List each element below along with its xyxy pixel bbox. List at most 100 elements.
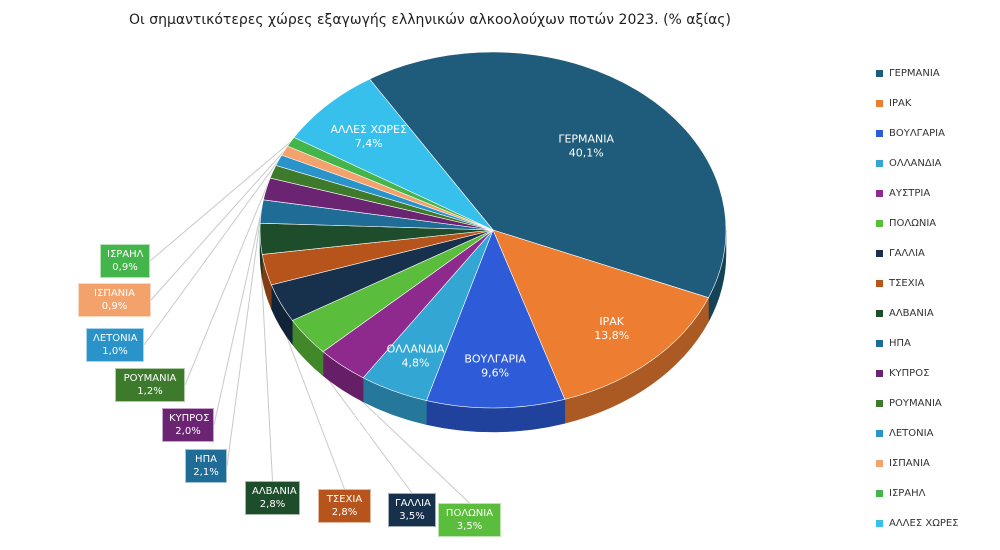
- slice-label-2: ΒΟΥΛΓΑΡΙΑ: [464, 352, 526, 365]
- leader-line-12: [143, 159, 280, 346]
- callout-11: ΡΟΥΜΑΝΙΑ 1,2%: [115, 368, 185, 402]
- pie-slice-0: [369, 51, 727, 299]
- callout-5: ΠΟΛΩΝΙΑ 3,5%: [438, 503, 501, 537]
- slice-value-15: 7,4%: [355, 137, 383, 150]
- callout-value-8: 2,8%: [259, 499, 286, 510]
- callout-label-8: ΑΛΒΑΝΙΑ: [252, 486, 297, 497]
- legend-label-0: ΓΕΡΜΑΝΙΑ: [889, 67, 940, 79]
- legend-item-0: ΓΕΡΜΑΝΙΑ: [876, 58, 1000, 88]
- legend-item-14: ΙΣΡΑΗΛ: [876, 478, 1000, 508]
- legend-swatch-8: [876, 309, 883, 317]
- callout-label-10: ΚΥΠΡΟΣ: [169, 413, 210, 424]
- legend-label-13: ΙΣΠΑΝΙΑ: [889, 457, 930, 469]
- leader-line-10: [213, 188, 267, 426]
- callout-label-5: ΠΟΛΩΝΙΑ: [445, 508, 494, 519]
- callout-value-6: 3,5%: [399, 511, 425, 522]
- legend-swatch-3: [876, 159, 883, 167]
- legend-label-12: ΛΕΤΟΝΙΑ: [889, 427, 934, 439]
- slice-value-0: 40,1%: [569, 147, 604, 160]
- pie-slice-15: [293, 78, 494, 231]
- legend-label-1: ΙΡΑΚ: [889, 97, 912, 109]
- legend-swatch-13: [876, 459, 883, 467]
- callout-6: ΓΑΛΛΙΑ 3,5%: [388, 493, 436, 527]
- callout-label-6: ΓΑΛΛΙΑ: [395, 498, 431, 509]
- callout-13: ΙΣΠΑΝΙΑ 0,9%: [78, 283, 151, 317]
- legend-item-9: ΗΠΑ: [876, 328, 1000, 358]
- legend-label-2: ΒΟΥΛΓΑΡΙΑ: [889, 127, 945, 139]
- callout-8: ΑΛΒΑΝΙΑ 2,8%: [245, 481, 300, 515]
- legend-item-3: ΟΛΛΑΝΔΙΑ: [876, 148, 1000, 178]
- legend-label-6: ΓΑΛΛΙΑ: [889, 247, 925, 259]
- legend-swatch-2: [876, 129, 883, 137]
- legend-label-3: ΟΛΛΑΝΔΙΑ: [889, 157, 942, 169]
- chart-title: Οι σημαντικότερες χώρες εξαγωγής ελληνικ…: [129, 12, 731, 28]
- slice-label-3: ΟΛΛΑΝΔΙΑ: [387, 343, 445, 356]
- slice-value-3: 4,8%: [402, 357, 430, 370]
- callout-label-11: ΡΟΥΜΑΝΙΑ: [123, 373, 177, 384]
- leader-line-13: [150, 150, 285, 301]
- legend-swatch-11: [876, 399, 883, 407]
- legend-swatch-14: [876, 489, 883, 497]
- legend-swatch-12: [876, 429, 883, 437]
- legend-item-13: ΙΣΠΑΝΙΑ: [876, 448, 1000, 478]
- legend-swatch-15: [876, 519, 883, 527]
- callout-7: ΤΣΕΧΙΑ 2,8%: [318, 489, 371, 523]
- pie-slice-2: [426, 229, 566, 409]
- legend-swatch-0: [876, 69, 883, 77]
- slice-value-1: 13,8%: [594, 329, 629, 342]
- callout-value-12: 1,0%: [102, 346, 128, 357]
- slice-label-15: ΑΛΛΕΣ ΧΩΡΕΣ: [331, 123, 407, 136]
- callout-label-14: ΙΣΡΑΗΛ: [107, 249, 144, 260]
- legend-swatch-1: [876, 99, 883, 107]
- legend-item-8: ΑΛΒΑΝΙΑ: [876, 298, 1000, 328]
- leader-line-9: [226, 211, 262, 467]
- callout-label-7: ΤΣΕΧΙΑ: [326, 494, 363, 505]
- legend-label-15: ΑΛΛΕΣ ΧΩΡΕΣ: [889, 517, 959, 529]
- leader-line-11: [184, 171, 274, 386]
- legend-item-7: ΤΣΕΧΙΑ: [876, 268, 1000, 298]
- leader-line-8: [259, 250, 273, 482]
- legend-item-4: ΑΥΣΤΡΙΑ: [876, 178, 1000, 208]
- callout-12: ΛΕΤΟΝΙΑ 1,0%: [86, 328, 144, 362]
- legend-item-15: ΑΛΛΕΣ ΧΩΡΕΣ: [876, 508, 1000, 538]
- callout-value-13: 0,9%: [101, 301, 128, 312]
- callout-10: ΚΥΠΡΟΣ 2,0%: [162, 408, 214, 442]
- slice-label-1: ΙΡΑΚ: [599, 315, 624, 328]
- legend-item-10: ΚΥΠΡΟΣ: [876, 358, 1000, 388]
- legend-item-2: ΒΟΥΛΓΑΡΙΑ: [876, 118, 1000, 148]
- leader-line-14: [149, 141, 292, 262]
- legend-swatch-6: [876, 249, 883, 257]
- legend-label-4: ΑΥΣΤΡΙΑ: [889, 187, 931, 199]
- legend-swatch-9: [876, 339, 883, 347]
- legend-label-11: ΡΟΥΜΑΝΙΑ: [889, 397, 942, 409]
- slice-value-2: 9,6%: [481, 366, 509, 379]
- callout-14: ΙΣΡΑΗΛ 0,9%: [100, 244, 150, 278]
- legend-label-14: ΙΣΡΑΗΛ: [889, 487, 926, 499]
- legend-swatch-4: [876, 189, 883, 197]
- legend-label-9: ΗΠΑ: [889, 337, 911, 349]
- legend-swatch-7: [876, 279, 883, 287]
- legend-swatch-5: [876, 219, 883, 227]
- slice-value-4: 3,6%: [343, 427, 371, 440]
- legend-swatch-10: [876, 369, 883, 377]
- legend-item-12: ΛΕΤΟΝΙΑ: [876, 418, 1000, 448]
- slice-label-4: ΑΥΣΤΡΙΑ: [335, 413, 381, 426]
- legend-item-5: ΠΟΛΩΝΙΑ: [876, 208, 1000, 238]
- callout-value-7: 2,8%: [331, 507, 358, 518]
- callout-value-11: 1,2%: [137, 386, 163, 397]
- callout-label-12: ΛΕΤΟΝΙΑ: [93, 333, 138, 344]
- legend: ΓΕΡΜΑΝΙΑ ΙΡΑΚ ΒΟΥΛΓΑΡΙΑ ΟΛΛΑΝΔΙΑ ΑΥΣΤΡΙΑ ΠΟΛΩ…: [876, 58, 1000, 538]
- legend-label-10: ΚΥΠΡΟΣ: [889, 367, 930, 379]
- legend-item-6: ΓΑΛΛΙΑ: [876, 238, 1000, 268]
- pie-slice-1: [492, 229, 709, 400]
- callout-value-10: 2,0%: [175, 426, 201, 437]
- legend-item-11: ΡΟΥΜΑΝΙΑ: [876, 388, 1000, 418]
- callout-value-9: 2,1%: [193, 467, 219, 478]
- legend-label-7: ΤΣΕΧΙΑ: [889, 277, 925, 289]
- slice-label-0: ΓΕΡΜΑΝΙΑ: [558, 133, 614, 146]
- callout-value-5: 3,5%: [456, 521, 483, 532]
- callout-9: ΗΠΑ 2,1%: [185, 449, 227, 483]
- callout-label-9: ΗΠΑ: [195, 454, 217, 465]
- callout-label-13: ΙΣΠΑΝΙΑ: [94, 288, 135, 299]
